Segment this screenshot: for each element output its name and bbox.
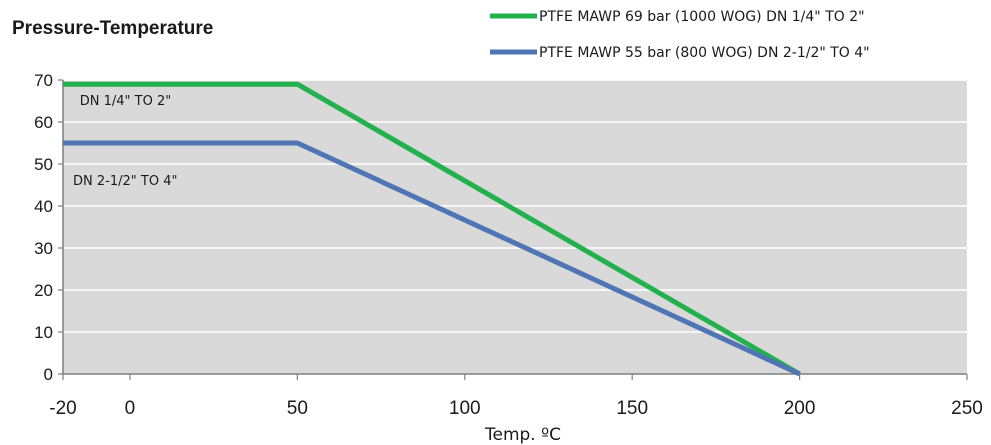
annotations: DN 1/4" TO 2" DN 2-1/2" TO 4" [73, 94, 177, 189]
y-axis-ticks: 0 10 20 30 40 50 60 70 [34, 71, 63, 384]
axes [62, 80, 967, 375]
y-tick-label: 10 [34, 323, 53, 342]
y-tick-label: 60 [34, 113, 53, 132]
series-lines [63, 81, 801, 377]
series-line-2 [63, 140, 801, 377]
y-tick-label: 40 [34, 197, 53, 216]
chart-title: Pressure-Temperature [12, 18, 213, 39]
y-tick-label: 50 [34, 155, 53, 174]
x-axis-label: Temp. ºC [484, 425, 561, 445]
legend-entry: PTFE MAWP 69 bar (1000 WOG) DN 1/4" TO 2… [539, 9, 865, 25]
x-tick-label: 150 [616, 398, 648, 419]
y-tick-label: 0 [44, 365, 53, 384]
x-tick-label: 250 [951, 398, 983, 419]
y-tick-label: 20 [34, 281, 53, 300]
x-tick-label: 200 [784, 398, 816, 419]
x-axis-ticks: -20 0 50 100 150 200 250 [49, 374, 983, 419]
y-tick-label: 70 [34, 71, 53, 90]
gridlines [63, 79, 967, 333]
x-tick-label: 100 [449, 398, 481, 419]
legend: PTFE MAWP 69 bar (1000 WOG) DN 1/4" TO 2… [490, 9, 870, 61]
plot-area [63, 80, 967, 374]
x-tick-label: 0 [125, 398, 136, 419]
x-tick-label: 50 [287, 398, 308, 419]
legend-entry: PTFE MAWP 55 bar (800 WOG) DN 2-1/2" TO … [539, 45, 870, 61]
series-line-1 [63, 81, 801, 377]
x-tick-label: -20 [49, 398, 76, 419]
y-tick-label: 30 [34, 239, 53, 258]
annotation-label: DN 1/4" TO 2" [80, 94, 171, 109]
annotation-label: DN 2-1/2" TO 4" [73, 174, 177, 189]
